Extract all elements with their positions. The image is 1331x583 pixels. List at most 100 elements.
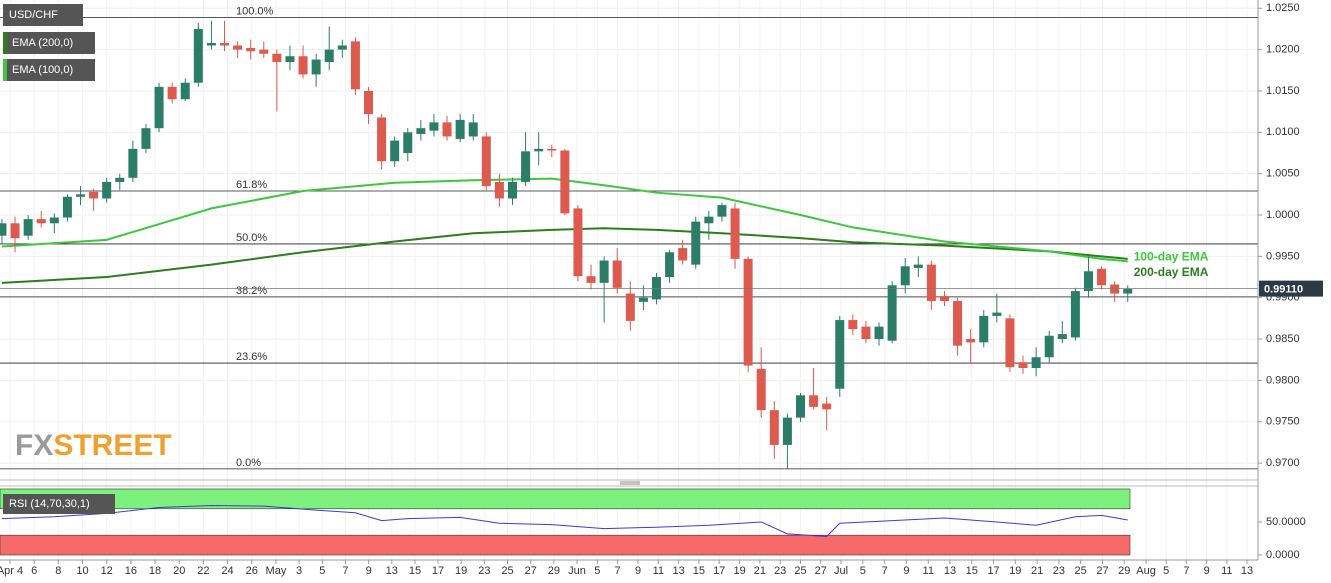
- candle-body: [246, 47, 256, 52]
- candle-body: [115, 177, 125, 182]
- x-tick-label: Apr 4: [0, 565, 23, 577]
- candle-body: [62, 196, 72, 218]
- x-tick-label: 13: [672, 565, 684, 577]
- candle-body: [259, 49, 269, 54]
- candle-body: [128, 148, 138, 178]
- x-tick-label: 29: [548, 565, 560, 577]
- x-tick-label: 7: [342, 565, 348, 577]
- x-tick-label: 20: [173, 565, 185, 577]
- legend-box: [3, 4, 83, 26]
- candle-body: [1097, 268, 1107, 286]
- x-tick-label: 5: [860, 565, 866, 577]
- candle-body: [193, 28, 203, 83]
- logo: FXSTREET: [15, 429, 172, 462]
- x-tick-label: 24: [221, 565, 233, 577]
- candle-body: [756, 368, 766, 411]
- candle-body: [730, 208, 740, 259]
- candle-body: [691, 221, 701, 265]
- candle-body: [743, 258, 753, 366]
- candle-body: [0, 223, 7, 236]
- candle-body: [717, 205, 727, 217]
- x-tick-label: 15: [966, 565, 978, 577]
- candle-body: [992, 312, 1002, 316]
- x-tick-label: 7: [615, 565, 621, 577]
- x-tick-label: Jul: [834, 565, 848, 577]
- candle-body: [534, 148, 544, 152]
- last-price-label: 0.99110: [1264, 284, 1303, 296]
- x-tick-label: 23: [478, 565, 490, 577]
- candle-body: [442, 122, 452, 137]
- ema-line: [1, 177, 1128, 263]
- candle-body: [665, 252, 675, 278]
- x-tick-label: 16: [125, 565, 137, 577]
- candle-body: [651, 277, 661, 300]
- candle-body: [966, 339, 976, 343]
- x-tick-label: 17: [432, 565, 444, 577]
- candle-body: [900, 266, 910, 286]
- candle-body: [10, 223, 20, 239]
- logo-part: FX: [15, 429, 53, 462]
- x-tick-label: 25: [501, 565, 513, 577]
- x-tick-label: 25: [1074, 565, 1086, 577]
- candle-body: [36, 219, 46, 224]
- legend-label: EMA (100,0): [12, 64, 73, 76]
- rsi-band: [0, 535, 1130, 555]
- ema-annotation: 100-day EMA: [1134, 250, 1209, 264]
- candle-body: [311, 59, 321, 75]
- legend: USD/CHF EMA (200,0) EMA (100,0): [3, 4, 95, 81]
- candle-body: [416, 128, 426, 134]
- rsi-label-box: [3, 494, 115, 514]
- candle-body: [547, 148, 557, 151]
- candle-body: [220, 43, 230, 46]
- candle-body: [874, 326, 884, 340]
- legend-symbol: USD/CHF: [9, 9, 58, 21]
- y-tick-label: 0.9950: [1266, 250, 1300, 262]
- rsi-band-border: [0, 488, 1131, 510]
- candle-body: [704, 216, 714, 224]
- fib-label: 100.0%: [236, 5, 274, 17]
- candle-body: [1070, 291, 1080, 338]
- candle-body: [1083, 271, 1093, 292]
- legend-box: [3, 59, 95, 81]
- x-tick-label: 7: [1183, 565, 1189, 577]
- candle-body: [861, 326, 871, 340]
- candle-body: [285, 56, 295, 63]
- logo-part: STREET: [53, 429, 171, 462]
- x-tick-label: 5: [1163, 565, 1169, 577]
- candle-body: [979, 315, 989, 343]
- candle-body: [337, 45, 347, 50]
- candle-body: [848, 320, 858, 330]
- candle-body: [455, 119, 465, 139]
- x-tick-label: 21: [1031, 565, 1043, 577]
- ema-line: [1, 227, 1128, 284]
- ema-annotation: 200-day EMA: [1134, 265, 1209, 279]
- candle-body: [350, 41, 360, 90]
- candle-body: [939, 296, 949, 302]
- y-tick-label: 0.9700: [1266, 457, 1300, 469]
- x-tick-label: 9: [1204, 565, 1210, 577]
- x-tick-label: 13: [386, 565, 398, 577]
- candle-body: [89, 191, 99, 199]
- candle-body: [795, 395, 805, 418]
- x-tick-label: 27: [525, 565, 537, 577]
- x-tick-label: 9: [366, 565, 372, 577]
- x-tick-label: Aug: [1136, 565, 1156, 577]
- rsi-band: [0, 488, 1130, 509]
- x-tick-label: Jun: [568, 565, 586, 577]
- candle-body: [926, 264, 936, 302]
- x-tick-label: 11: [653, 565, 664, 577]
- x-tick-label: 15: [409, 565, 421, 577]
- x-tick-label: 23: [774, 565, 786, 577]
- fib-label: 23.6%: [236, 351, 267, 363]
- plot: 100.0% 61.8% 50.0% 38.2% 23.6% 0.0% 200-day EM…: [0, 5, 1258, 556]
- fib-label: 0.0%: [236, 457, 261, 469]
- x-tick-label: 21: [754, 565, 766, 577]
- legend-label: EMA (200,0): [12, 37, 73, 49]
- x-tick-label: 9: [635, 565, 641, 577]
- x-tick-label: 8: [55, 565, 61, 577]
- x-tick-label: 23: [1053, 565, 1065, 577]
- candle-body: [586, 276, 596, 283]
- y-tick-label: 1.0100: [1266, 126, 1300, 138]
- candle-body: [809, 395, 819, 407]
